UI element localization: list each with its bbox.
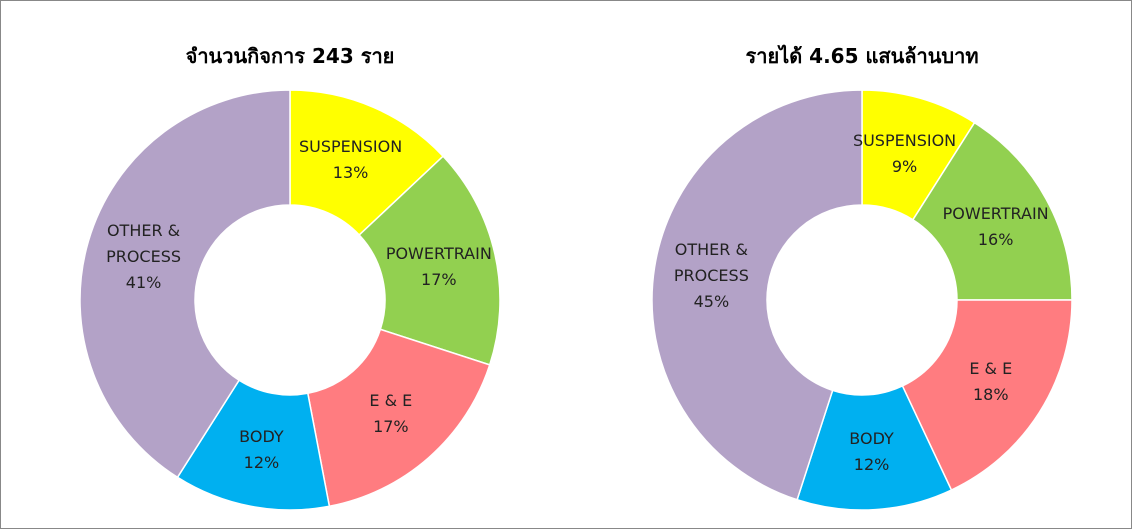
slice-label: E & E 18% xyxy=(931,356,1051,408)
donut-slice xyxy=(796,384,953,511)
slice-label: OTHER & PROCESS 41% xyxy=(84,218,204,296)
category-label: E & E xyxy=(969,358,1013,378)
category-label: BODY xyxy=(239,426,284,446)
donut-slice xyxy=(176,379,331,511)
value-label: 45% xyxy=(693,292,730,312)
category-label: POWERTRAIN xyxy=(942,203,1049,223)
slice-label: SUSPENSION 13% xyxy=(291,134,411,186)
donut-slice xyxy=(358,155,501,366)
donut-slice xyxy=(911,121,1073,301)
category-label: OTHER & PROCESS xyxy=(673,240,749,286)
value-label: 16% xyxy=(977,229,1014,249)
slice-label: OTHER & PROCESS 45% xyxy=(651,237,771,315)
slice-label: BODY 12% xyxy=(812,426,932,478)
donut-slice xyxy=(289,89,445,237)
category-label: OTHER & PROCESS xyxy=(106,221,182,267)
category-label: BODY xyxy=(849,429,894,449)
category-label: POWERTRAIN xyxy=(385,243,492,263)
value-label: 17% xyxy=(421,269,457,289)
value-label: 18% xyxy=(972,384,1009,404)
donut-slice xyxy=(306,328,491,508)
value-label: 17% xyxy=(373,417,409,437)
value-label: 12% xyxy=(243,452,280,472)
slice-label: SUSPENSION 9% xyxy=(845,128,965,180)
chart-title: รายได้ 4.65 แสนล้านบาท xyxy=(745,44,979,68)
category-label: E & E xyxy=(369,391,413,411)
chart-title: จำนวนกิจการ 243 ราย xyxy=(185,44,395,68)
donut-slice xyxy=(651,89,863,501)
category-label: SUSPENSION xyxy=(298,137,403,157)
slice-label: POWERTRAIN 16% xyxy=(936,201,1056,253)
value-label: 13% xyxy=(332,163,369,183)
slice-label: BODY 12% xyxy=(201,424,321,476)
donut-slice xyxy=(901,299,1073,492)
value-label: 41% xyxy=(125,273,162,293)
category-label: SUSPENSION xyxy=(852,130,957,150)
slice-label: POWERTRAIN 17% xyxy=(379,241,499,293)
value-label: 9% xyxy=(891,156,918,176)
slice-label: E & E 17% xyxy=(331,388,451,440)
value-label: 12% xyxy=(853,455,890,475)
donut-slice xyxy=(79,89,291,479)
